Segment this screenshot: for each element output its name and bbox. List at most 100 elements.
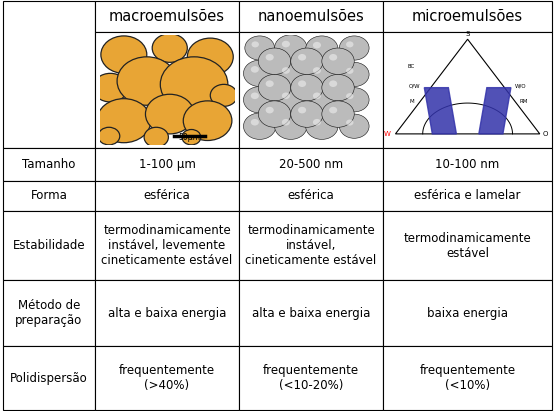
Bar bbox=[95, 32, 239, 148]
Circle shape bbox=[322, 48, 354, 74]
Text: esférica: esférica bbox=[144, 189, 190, 202]
Bar bbox=[95, 211, 239, 280]
Bar bbox=[95, 181, 239, 211]
Bar bbox=[383, 181, 552, 211]
Circle shape bbox=[275, 61, 307, 88]
Text: Estabilidade: Estabilidade bbox=[13, 239, 85, 252]
Circle shape bbox=[291, 48, 323, 74]
Circle shape bbox=[244, 87, 276, 113]
Circle shape bbox=[306, 87, 338, 113]
Bar bbox=[239, 211, 383, 280]
Circle shape bbox=[322, 101, 354, 127]
Circle shape bbox=[152, 34, 188, 62]
Text: macroemulsões: macroemulsões bbox=[109, 9, 225, 24]
Bar bbox=[95, 346, 239, 410]
Text: Método de
preparação: Método de preparação bbox=[16, 299, 83, 327]
Text: W/O: W/O bbox=[514, 84, 526, 89]
Circle shape bbox=[145, 94, 194, 134]
Circle shape bbox=[258, 101, 291, 127]
Polygon shape bbox=[479, 88, 511, 134]
Bar bbox=[3, 181, 95, 211]
Circle shape bbox=[251, 92, 259, 99]
Text: Tamanho: Tamanho bbox=[22, 158, 75, 171]
Circle shape bbox=[117, 57, 176, 105]
Text: O/W: O/W bbox=[409, 84, 421, 89]
Text: frequentemente
(<10%): frequentemente (<10%) bbox=[420, 364, 516, 392]
Circle shape bbox=[329, 54, 337, 60]
Text: M: M bbox=[409, 99, 414, 104]
Bar bbox=[95, 148, 239, 181]
Circle shape bbox=[298, 107, 306, 113]
Bar bbox=[383, 346, 552, 410]
Circle shape bbox=[160, 57, 228, 112]
Circle shape bbox=[244, 60, 276, 87]
Bar bbox=[3, 280, 95, 346]
Text: O: O bbox=[543, 131, 548, 137]
Circle shape bbox=[244, 113, 276, 139]
Bar bbox=[95, 1, 239, 32]
Circle shape bbox=[339, 88, 369, 112]
Text: 50μm: 50μm bbox=[178, 133, 200, 142]
Circle shape bbox=[266, 81, 274, 87]
Text: BC: BC bbox=[408, 64, 415, 69]
Bar bbox=[239, 1, 383, 32]
Circle shape bbox=[258, 48, 291, 74]
Text: W: W bbox=[384, 131, 391, 137]
Bar bbox=[383, 211, 552, 280]
Circle shape bbox=[282, 67, 290, 74]
Circle shape bbox=[245, 36, 275, 60]
Circle shape bbox=[306, 113, 338, 139]
Circle shape bbox=[275, 35, 307, 61]
Text: termodinamicamente
estável: termodinamicamente estável bbox=[403, 232, 532, 260]
Circle shape bbox=[282, 41, 290, 47]
Circle shape bbox=[98, 127, 120, 145]
Polygon shape bbox=[425, 88, 456, 134]
Text: esférica: esférica bbox=[287, 189, 335, 202]
Text: frequentemente
(>40%): frequentemente (>40%) bbox=[119, 364, 215, 392]
Circle shape bbox=[346, 68, 354, 74]
Text: termodinamicamente
instável, levemente
cineticamente estável: termodinamicamente instável, levemente c… bbox=[102, 224, 233, 267]
Circle shape bbox=[339, 36, 369, 60]
Circle shape bbox=[97, 99, 151, 143]
Bar bbox=[383, 280, 552, 346]
Circle shape bbox=[266, 107, 274, 113]
Circle shape bbox=[210, 84, 238, 106]
Text: baixa energia: baixa energia bbox=[427, 307, 508, 320]
Text: frequentemente
(<10-20%): frequentemente (<10-20%) bbox=[263, 364, 359, 392]
Circle shape bbox=[306, 36, 338, 62]
Bar bbox=[3, 346, 95, 410]
Circle shape bbox=[298, 54, 306, 60]
Text: RM: RM bbox=[519, 99, 528, 104]
Text: esférica e lamelar: esférica e lamelar bbox=[415, 189, 521, 202]
Circle shape bbox=[346, 120, 354, 126]
Bar bbox=[3, 148, 95, 181]
Bar bbox=[239, 148, 383, 181]
Circle shape bbox=[188, 38, 233, 76]
Circle shape bbox=[322, 74, 354, 101]
Bar bbox=[239, 181, 383, 211]
Circle shape bbox=[313, 119, 321, 125]
Circle shape bbox=[182, 129, 201, 145]
Bar bbox=[3, 1, 95, 148]
Circle shape bbox=[282, 119, 290, 125]
Circle shape bbox=[339, 62, 369, 87]
Bar bbox=[239, 346, 383, 410]
Circle shape bbox=[329, 107, 337, 113]
Circle shape bbox=[251, 66, 259, 73]
Bar bbox=[239, 280, 383, 346]
Text: 10-100 nm: 10-100 nm bbox=[436, 158, 500, 171]
Circle shape bbox=[101, 36, 147, 73]
Text: Forma: Forma bbox=[31, 189, 67, 202]
Circle shape bbox=[313, 42, 321, 48]
Circle shape bbox=[298, 81, 306, 87]
Circle shape bbox=[93, 73, 128, 102]
Circle shape bbox=[291, 101, 323, 127]
Circle shape bbox=[275, 87, 307, 113]
Circle shape bbox=[251, 119, 259, 125]
Text: 1-100 μm: 1-100 μm bbox=[139, 158, 195, 171]
Circle shape bbox=[313, 67, 321, 74]
Circle shape bbox=[251, 42, 259, 47]
Text: nanoemulsões: nanoemulsões bbox=[258, 9, 365, 24]
Text: alta e baixa energia: alta e baixa energia bbox=[108, 307, 226, 320]
Circle shape bbox=[258, 74, 291, 101]
